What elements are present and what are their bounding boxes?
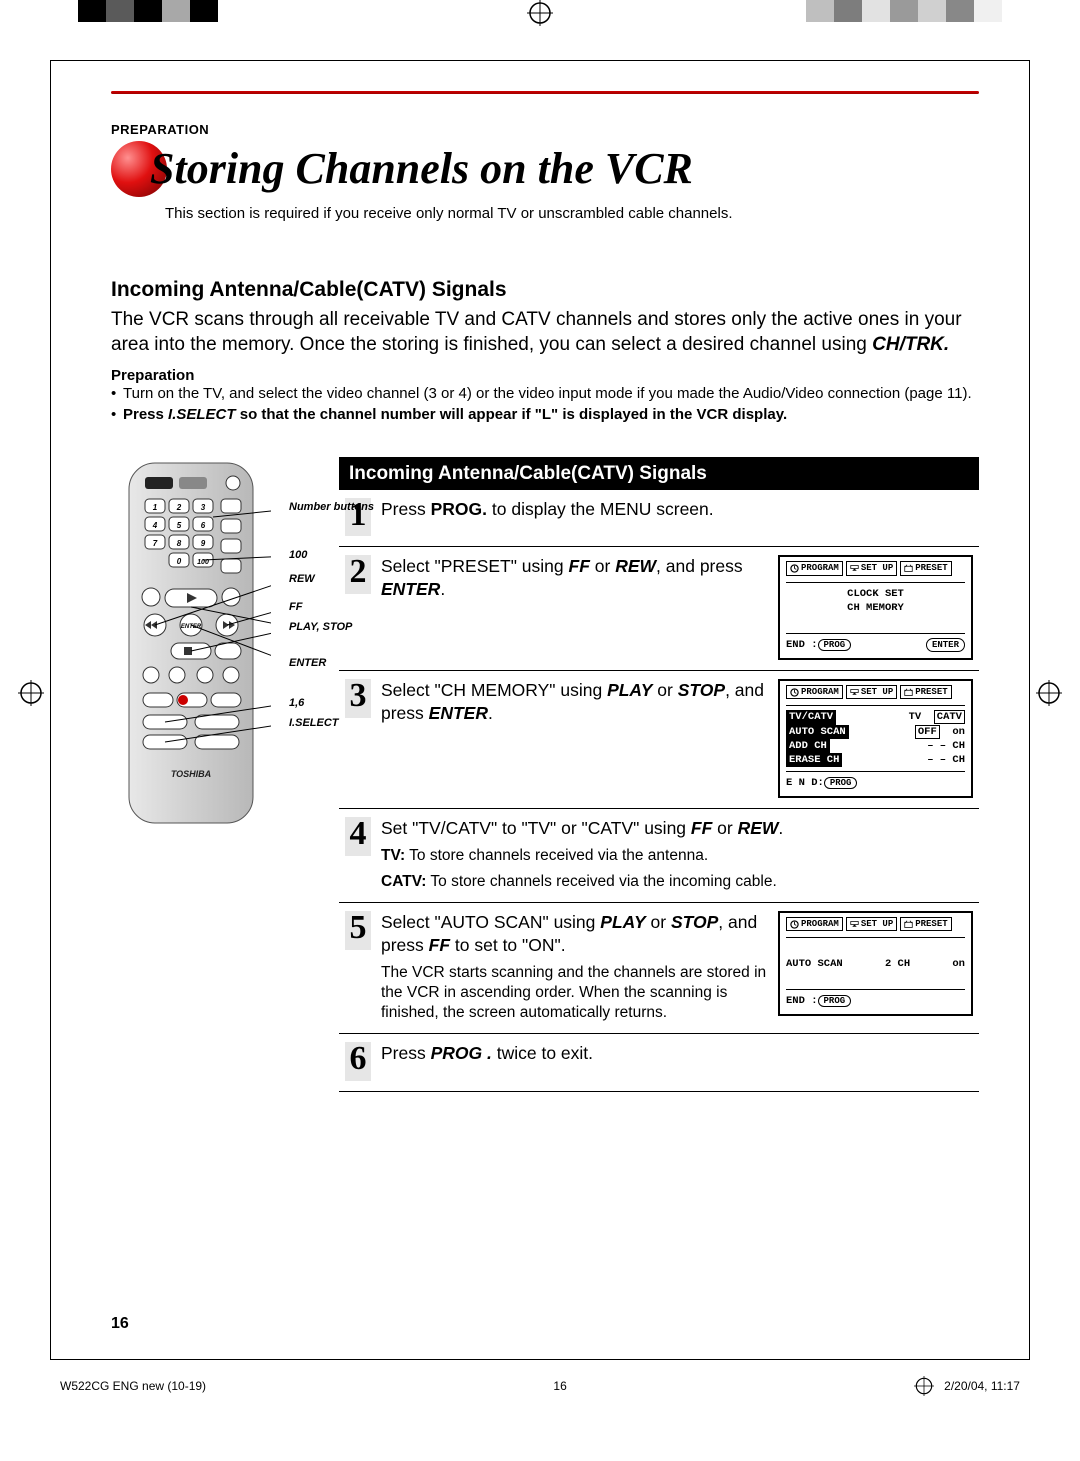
step-body: Select "AUTO SCAN" using PLAY or STOP, a…	[381, 911, 768, 1023]
osd-tab: PROGRAM	[786, 917, 843, 931]
osd-tab: PRESET	[900, 917, 951, 931]
step-number: 6	[345, 1042, 371, 1081]
print-registration-top	[0, 0, 1080, 40]
red-divider	[111, 91, 979, 94]
remote-callout-label: Number buttons	[289, 501, 374, 513]
svg-text:2: 2	[176, 503, 182, 512]
svg-text:9: 9	[201, 539, 206, 548]
osd-tab: PROGRAM	[786, 561, 843, 575]
remote-callout-label: REW	[289, 573, 315, 585]
page-frame: PREPARATION Storing Channels on the VCR …	[50, 60, 1030, 1360]
crop-mark-icon	[18, 680, 44, 712]
step-number: 5	[345, 911, 371, 950]
remote-callout-label: 1,6	[289, 697, 304, 709]
osd-tab: PRESET	[900, 561, 951, 575]
print-footer: W522CG ENG new (10-19) 16 2/20/04, 11:17	[0, 1370, 1080, 1426]
remote-callout-label: PLAY, STOP	[289, 621, 352, 633]
registration-color-box	[78, 0, 106, 22]
subsection-heading: Incoming Antenna/Cable(CATV) Signals	[111, 278, 979, 302]
remote-callout-label: 100	[289, 549, 307, 561]
osd-tab: PROGRAM	[786, 685, 843, 699]
svg-text:7: 7	[153, 539, 158, 548]
registration-color-box	[890, 0, 918, 22]
onscreen-display: PROGRAMSET UPPRESETCLOCK SETCH MEMORYEND…	[778, 555, 973, 660]
crop-mark-icon	[527, 0, 553, 31]
registration-color-box	[106, 0, 134, 22]
svg-text:0: 0	[177, 557, 182, 566]
remote-callout-label: FF	[289, 601, 302, 613]
osd-tab: PRESET	[900, 685, 951, 699]
step: 3 Select "CH MEMORY" using PLAY or STOP, …	[339, 671, 979, 809]
page-subtitle: This section is required if you receive …	[165, 205, 979, 222]
remote-control-icon: 123 456 789 0100 ENTER	[111, 457, 271, 857]
footer-filename: W522CG ENG new (10-19)	[60, 1379, 206, 1393]
remote-callout-label: I.SELECT	[289, 717, 339, 729]
svg-text:6: 6	[201, 521, 206, 530]
page-number: 16	[111, 1315, 129, 1333]
onscreen-display: PROGRAMSET UPPRESETTV/CATVTV CATVAUTO SC…	[778, 679, 973, 798]
registration-color-box	[190, 0, 218, 22]
remote-diagram-column: 123 456 789 0100 ENTER	[111, 457, 321, 1092]
footer-page: 16	[553, 1379, 566, 1393]
registration-color-box	[134, 0, 162, 22]
svg-text:1: 1	[153, 503, 158, 512]
registration-color-box	[806, 0, 834, 22]
step: 1Press PROG. to display the MENU screen.	[339, 490, 979, 548]
osd-tab: SET UP	[846, 561, 897, 575]
svg-text:8: 8	[177, 539, 182, 548]
step-body: Set "TV/CATV" to "TV" or "CATV" using FF…	[381, 817, 973, 892]
preparation-list: •Turn on the TV, and select the video ch…	[111, 384, 979, 425]
step-number: 2	[345, 555, 371, 594]
registration-color-box	[862, 0, 890, 22]
onscreen-display: PROGRAMSET UPPRESETAUTO SCAN2 CHonEND :P…	[778, 911, 973, 1016]
step-body: Press PROG . twice to exit.	[381, 1042, 973, 1065]
steps-column: Incoming Antenna/Cable(CATV) Signals 1Pr…	[339, 457, 979, 1092]
step-body: Press PROG. to display the MENU screen.	[381, 498, 973, 521]
registration-color-box	[834, 0, 862, 22]
preparation-heading: Preparation	[111, 367, 979, 384]
svg-text:3: 3	[201, 503, 206, 512]
step-number: 4	[345, 817, 371, 856]
step: 4 Set "TV/CATV" to "TV" or "CATV" using F…	[339, 809, 979, 903]
intro-paragraph: The VCR scans through all receivable TV …	[111, 308, 979, 357]
osd-tab: SET UP	[846, 917, 897, 931]
section-label: PREPARATION	[111, 122, 979, 137]
crop-mark-icon	[914, 1376, 934, 1396]
step-body: Select "CH MEMORY" using PLAY or STOP, a…	[381, 679, 768, 725]
steps-heading-bar: Incoming Antenna/Cable(CATV) Signals	[339, 458, 979, 490]
page-title-text: Storing Channels on the VCR	[150, 144, 693, 193]
registration-color-box	[918, 0, 946, 22]
osd-tab: SET UP	[846, 685, 897, 699]
crop-mark-icon	[1036, 680, 1062, 712]
step: 2 Select "PRESET" using FF or REW, and pr…	[339, 547, 979, 671]
step-body: Select "PRESET" using FF or REW, and pre…	[381, 555, 768, 601]
registration-color-box	[974, 0, 1002, 22]
registration-color-box	[946, 0, 974, 22]
svg-text:5: 5	[177, 521, 182, 530]
step: 5 Select "AUTO SCAN" using PLAY or STOP, …	[339, 903, 979, 1034]
step: 6 Press PROG . twice to exit.	[339, 1034, 979, 1092]
page-title: Storing Channels on the VCR	[111, 143, 979, 201]
remote-callout-label: ENTER	[289, 657, 326, 669]
registration-color-box	[162, 0, 190, 22]
svg-text:TOSHIBA: TOSHIBA	[171, 769, 211, 779]
footer-timestamp: 2/20/04, 11:17	[944, 1379, 1020, 1393]
svg-text:4: 4	[152, 521, 158, 530]
preparation-item: •Press I.SELECT so that the channel numb…	[111, 405, 979, 425]
preparation-item: •Turn on the TV, and select the video ch…	[111, 384, 979, 404]
step-number: 3	[345, 679, 371, 718]
